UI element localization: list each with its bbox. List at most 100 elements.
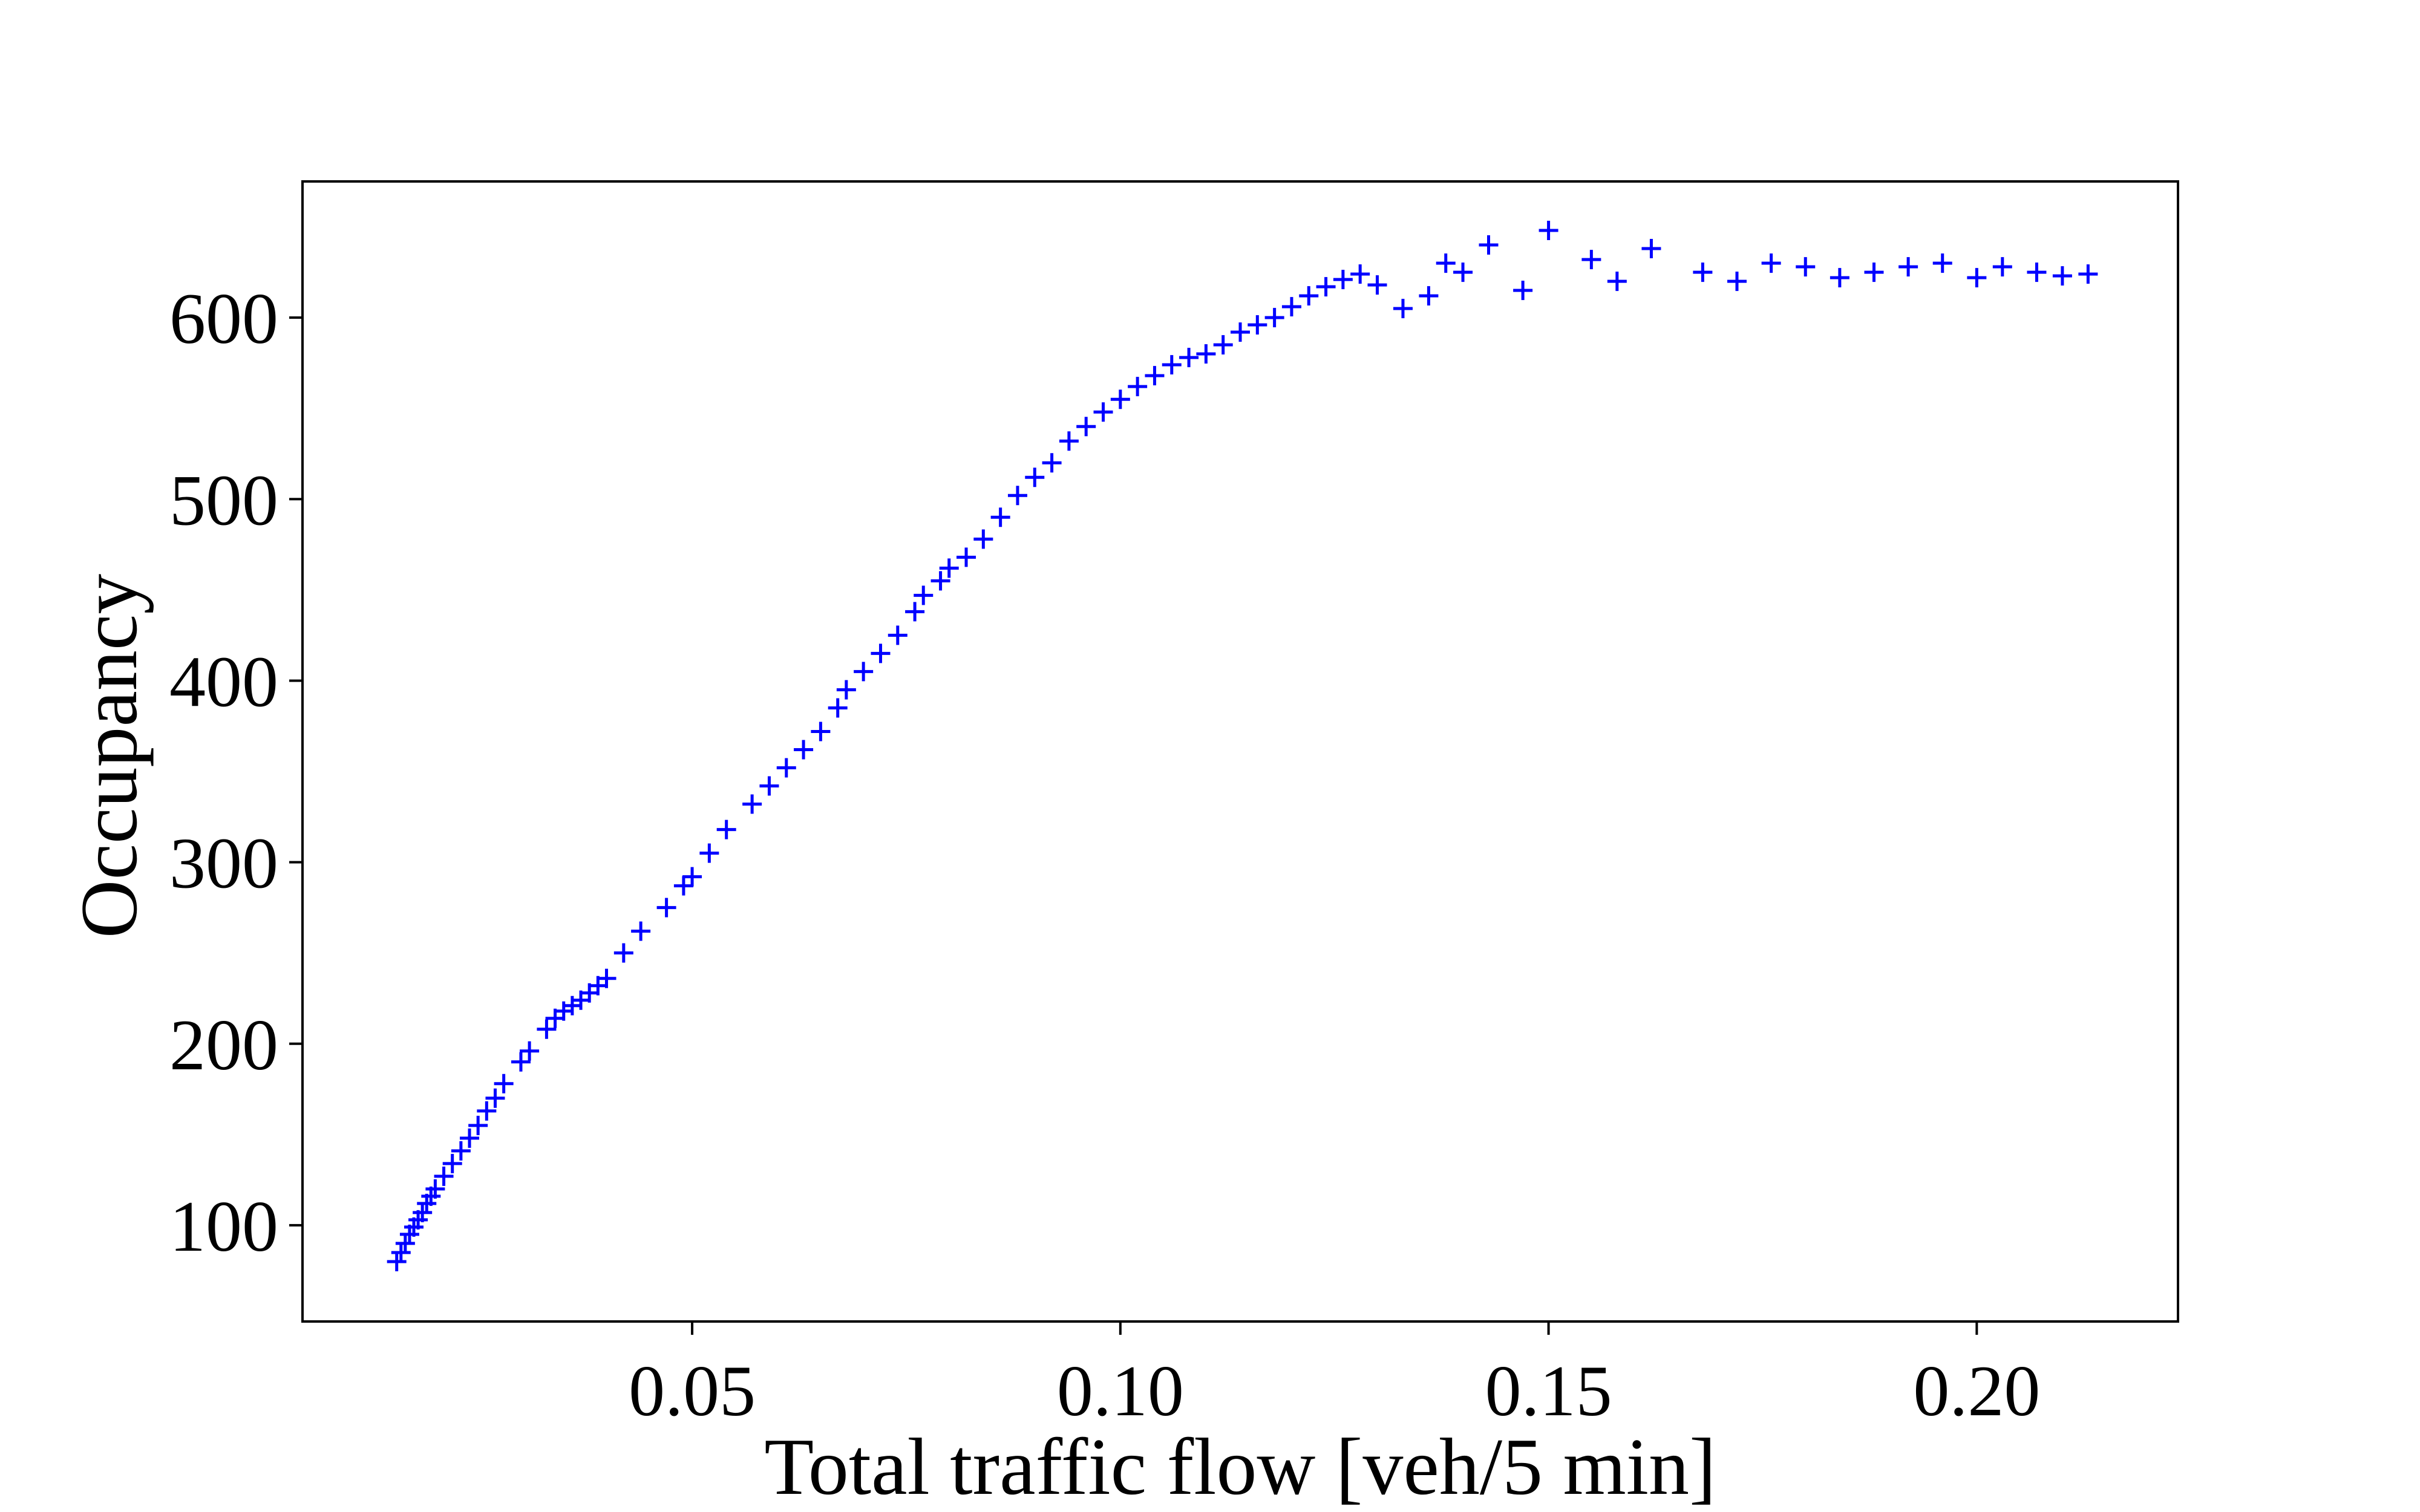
y-tick-label: 500 — [169, 460, 278, 540]
data-point — [939, 558, 959, 578]
data-point — [1248, 315, 1267, 335]
data-point — [957, 547, 976, 567]
data-point — [1479, 235, 1499, 255]
data-points — [387, 221, 2098, 1271]
x-axis-label: Total traffic flow [veh/5 min] — [764, 1422, 1716, 1511]
data-point — [2027, 262, 2047, 282]
data-point — [477, 1101, 497, 1121]
y-tick-label: 200 — [169, 1005, 278, 1085]
data-point — [1162, 355, 1182, 375]
data-point — [914, 585, 934, 605]
data-point — [930, 571, 950, 591]
data-point — [1607, 272, 1627, 292]
data-point — [520, 1041, 540, 1061]
data-point — [1992, 257, 2012, 277]
data-point — [1007, 486, 1027, 506]
data-point — [537, 1019, 557, 1039]
data-point — [1641, 239, 1661, 259]
data-point — [442, 1153, 462, 1173]
data-point — [468, 1115, 488, 1135]
data-point — [1316, 277, 1336, 297]
data-point — [460, 1128, 480, 1148]
data-point — [990, 507, 1010, 527]
data-point — [494, 1074, 514, 1093]
x-tick-label: 0.10 — [1057, 1351, 1184, 1431]
plot-frame — [301, 180, 2179, 1323]
data-point — [434, 1166, 454, 1186]
data-point — [1898, 257, 1918, 277]
data-point — [395, 1233, 415, 1253]
data-point — [1436, 253, 1456, 273]
data-point — [1967, 268, 1987, 288]
data-point — [1350, 264, 1370, 284]
data-point — [1059, 431, 1079, 451]
data-point — [1093, 402, 1113, 422]
data-point — [794, 740, 814, 760]
data-point — [1796, 257, 1816, 277]
data-point — [1513, 281, 1533, 301]
data-point — [1333, 270, 1353, 290]
data-point — [613, 943, 633, 963]
y-tick-label: 100 — [169, 1186, 278, 1266]
data-point — [1145, 366, 1165, 386]
data-point — [1179, 348, 1199, 368]
x-tick-label: 0.05 — [629, 1351, 756, 1431]
data-point — [716, 820, 736, 839]
data-point — [699, 843, 719, 863]
data-point — [2052, 266, 2072, 286]
data-point — [656, 898, 676, 917]
data-point — [485, 1088, 505, 1108]
data-point — [1581, 250, 1601, 270]
data-point — [451, 1141, 471, 1161]
data-point — [425, 1179, 445, 1199]
data-point — [511, 1052, 531, 1072]
data-point — [1264, 308, 1284, 328]
data-point — [1367, 275, 1387, 295]
data-point — [631, 921, 651, 941]
data-point — [854, 662, 874, 682]
data-point — [1110, 389, 1130, 409]
data-point — [391, 1242, 411, 1262]
data-point — [836, 680, 856, 700]
data-point — [759, 776, 779, 796]
x-tick-label: 0.20 — [1913, 1351, 2040, 1431]
x-axis-ticks: 0.05 0.10 0.15 0.20 — [629, 1321, 2040, 1431]
data-point — [1128, 377, 1148, 397]
data-point — [1231, 322, 1250, 342]
data-point — [1042, 453, 1062, 473]
data-point — [973, 529, 993, 549]
data-point — [597, 968, 616, 988]
data-point — [828, 698, 848, 718]
data-point — [811, 722, 831, 741]
data-point — [871, 644, 891, 663]
data-point — [1830, 268, 1849, 288]
data-point — [1693, 262, 1713, 282]
data-point — [1076, 417, 1096, 437]
data-point — [1453, 262, 1473, 282]
data-point — [413, 1202, 433, 1222]
data-point — [888, 625, 908, 645]
data-point — [905, 602, 925, 622]
data-point — [1539, 221, 1558, 241]
data-point — [673, 876, 693, 896]
y-tick-label: 600 — [169, 278, 278, 359]
data-point — [1281, 297, 1301, 317]
data-point — [742, 794, 762, 814]
data-point — [682, 867, 702, 887]
data-point — [1761, 253, 1781, 273]
data-point — [1196, 344, 1216, 364]
y-tick-label: 300 — [169, 823, 278, 904]
data-point — [1864, 262, 1884, 282]
data-point — [1727, 272, 1747, 292]
data-point — [1213, 335, 1233, 355]
data-point — [1299, 286, 1319, 306]
x-tick-label: 0.15 — [1485, 1351, 1612, 1431]
data-point — [1393, 299, 1413, 319]
data-point — [2078, 264, 2098, 284]
data-point — [387, 1251, 407, 1271]
data-point — [776, 758, 796, 778]
data-point — [1419, 286, 1439, 306]
y-tick-label: 400 — [169, 641, 278, 722]
